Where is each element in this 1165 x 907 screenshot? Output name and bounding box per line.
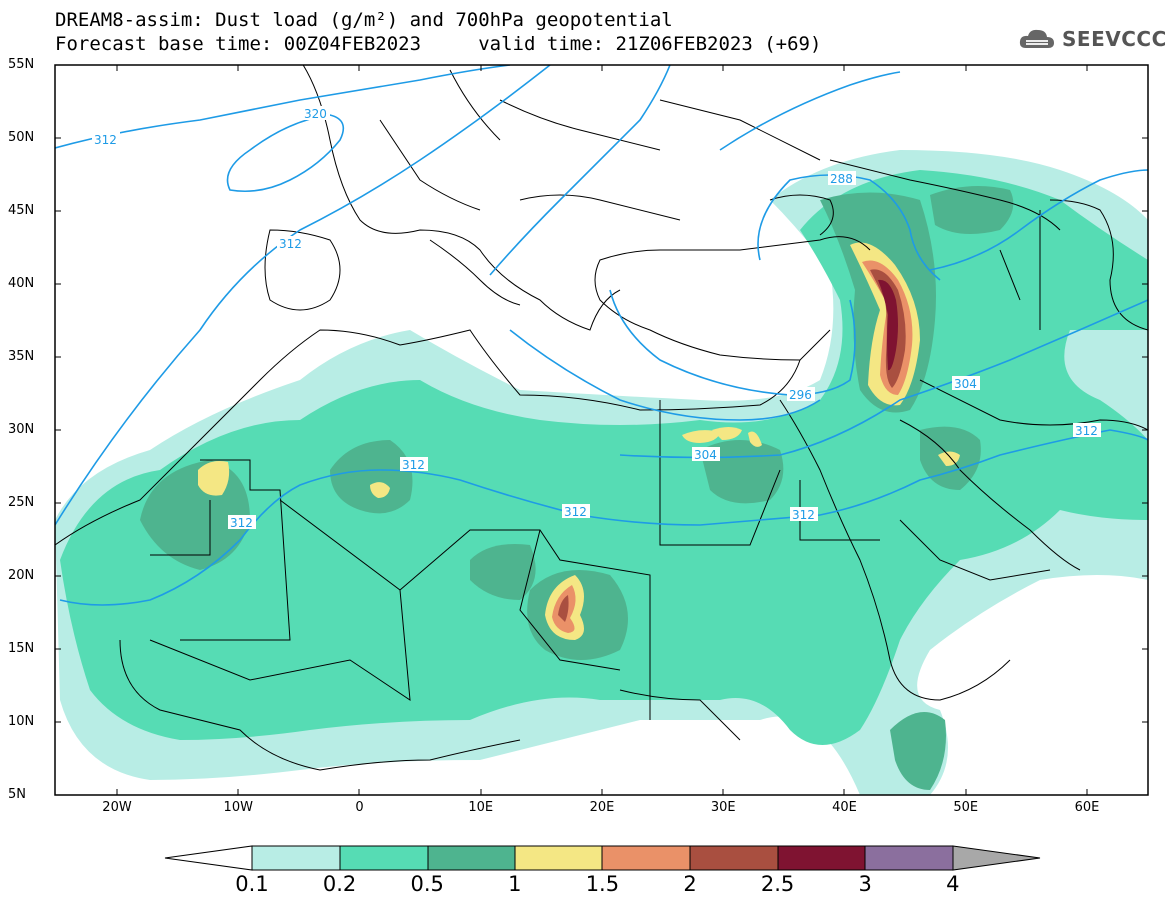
contour-label: 320 [302,106,330,121]
latitude-label: 20N [8,568,35,583]
longitude-label: 20W [102,800,132,815]
svg-text:304: 304 [954,377,977,391]
latitude-label: 10N [8,714,35,729]
svg-text:320: 320 [304,107,327,121]
colorbar-box [514,845,603,871]
svg-text:312: 312 [1075,424,1098,438]
latitude-label: 15N [8,641,35,656]
svg-text:312: 312 [564,505,587,519]
seevccc-logo: SEEVCCC [1018,26,1165,52]
colorbar-upper-arrow [952,845,1041,871]
colorbar-label: 1 [508,872,522,896]
contour-label: 304 [692,447,720,462]
colorbar-box [689,845,779,871]
longitude-label: 60E [1074,800,1100,815]
longitude-label: 40E [832,800,857,815]
svg-text:312: 312 [402,458,425,472]
colorbar-box [601,845,691,871]
colorbar-box [777,845,866,871]
contour-label: 288 [828,171,856,186]
colorbar-box [427,845,516,871]
longitude-label: 10W [223,800,253,815]
contour-label: 304 [952,376,980,391]
contour-label: 312 [277,236,305,251]
latitude-label: 25N [8,495,35,510]
latitude-label: 30N [8,422,35,437]
svg-text:304: 304 [694,448,717,462]
latitude-label: 35N [8,349,35,364]
axis-ticks [55,64,1148,796]
latitude-label: 5N [8,787,26,802]
colorbar [164,845,1041,871]
contour-label: 312 [1073,423,1101,438]
dust-load-fill [55,150,1148,795]
longitude-label: 30E [710,800,736,815]
contour-label: 312 [562,504,590,519]
colorbar-lower-arrow [164,845,253,871]
svg-text:312: 312 [94,133,117,147]
latitude-label: 55N [8,57,35,72]
contour-labels: 320 312 312 312 312 312 312 304 304 312 … [92,106,1101,530]
coastlines-borders [55,65,1148,771]
colorbar-box [339,845,429,871]
colorbar-label: 1.5 [585,872,620,896]
cloud-icon [1019,29,1054,48]
contour-label: 312 [790,507,818,522]
longitude-label: 10E [468,800,494,815]
latitude-label: 40N [8,276,35,291]
contour-label: 312 [400,457,428,472]
svg-text:312: 312 [792,508,815,522]
geopotential-contours [55,65,1148,606]
svg-text:312: 312 [230,516,253,530]
contour-label: 312 [92,132,120,147]
colorbar-label: 0.2 [322,872,357,896]
contour-label: 312 [228,515,256,530]
longitude-label: 0 [355,800,364,815]
colorbar-label: 2.5 [760,872,795,896]
title-line-1: DREAM8-assim: Dust load (g/m²) and 700hP… [55,9,673,31]
colorbar-label: 0.5 [410,872,444,896]
colorbar-box [251,845,341,871]
svg-text:312: 312 [279,237,302,251]
contour-label: 296 [787,387,815,402]
colorbar-label: 2 [683,872,697,896]
colorbar-label: 3 [858,872,872,896]
colorbar-box [864,845,954,871]
svg-text:296: 296 [789,388,812,402]
logo-text: SEEVCCC [1062,27,1165,51]
longitude-label: 20E [589,800,615,815]
latitude-label: 45N [8,203,35,218]
title-line-2: Forecast base time: 00Z04FEB2023 valid t… [55,33,822,55]
colorbar-label: 4 [946,872,960,896]
svg-text:288: 288 [830,172,853,186]
latitude-label: 50N [8,130,35,145]
colorbar-label: 0.1 [235,872,269,896]
longitude-label: 50E [953,800,979,815]
